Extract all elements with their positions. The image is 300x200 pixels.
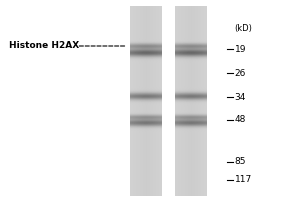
Text: 26: 26 [235,68,246,77]
Text: 19: 19 [235,45,246,53]
Text: (kD): (kD) [235,24,253,33]
Text: 34: 34 [235,92,246,102]
Text: 85: 85 [235,158,246,166]
Text: 48: 48 [235,116,246,124]
Text: 117: 117 [235,176,252,184]
Text: Histone H2AX: Histone H2AX [9,42,79,50]
